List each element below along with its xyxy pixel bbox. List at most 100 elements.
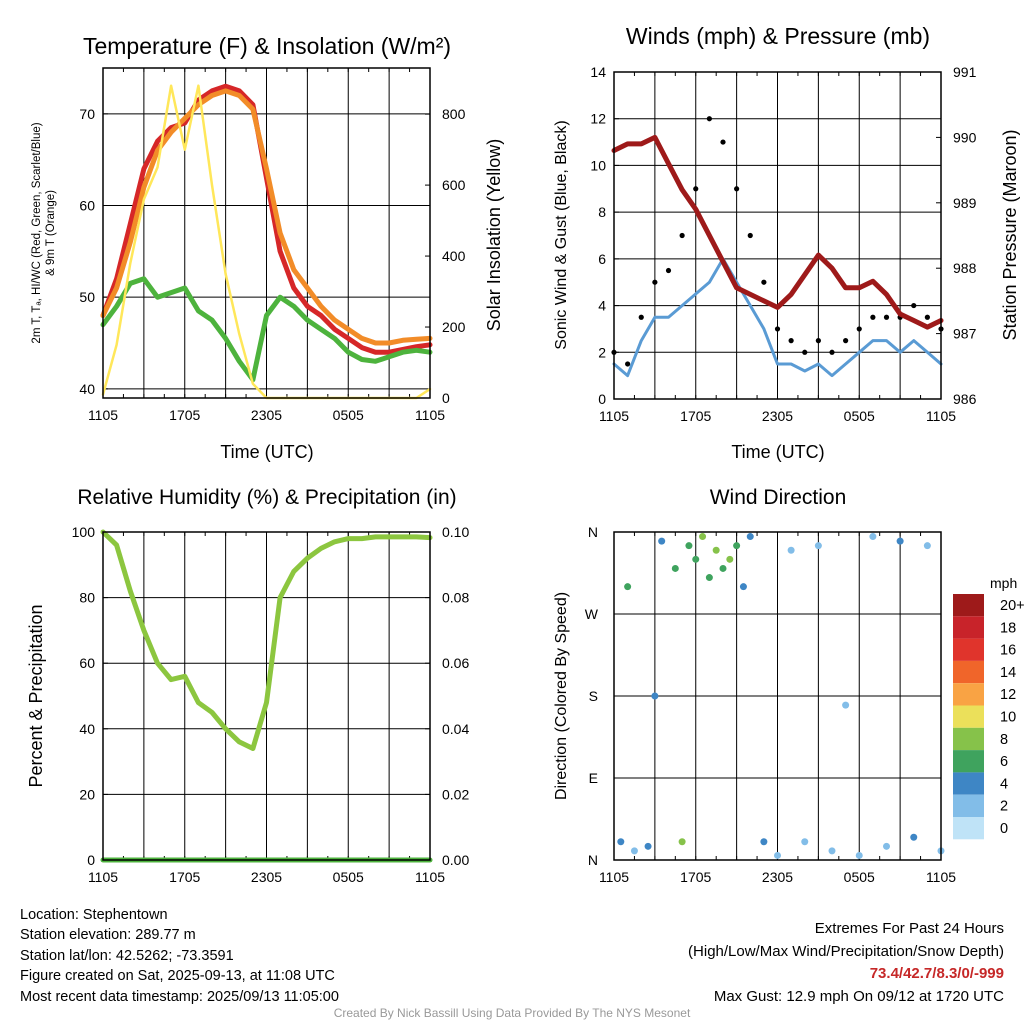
humidity-panel: Relative Humidity (%) & Precipitation (i… [26,486,469,885]
x-tick-label: 1105 [599,869,629,885]
plot-frame [102,67,431,399]
series-line [611,134,944,330]
series-line [100,529,433,751]
colorbar-unit: mph [990,575,1017,591]
x-tick-label: 2305 [251,869,282,885]
y-tick-label-right: 990 [953,129,977,145]
colorbar-label: 12 [1000,687,1016,703]
extremes-info: Extremes For Past 24 Hours (High/Low/Max… [688,918,1004,1008]
direction-point [801,838,809,846]
y-tick-label-left: 40 [79,721,95,737]
y-tick-label-right: 988 [953,260,977,276]
colorbar-label: 14 [1000,665,1016,681]
humidity-title: Relative Humidity (%) & Precipitation (i… [77,486,456,509]
y-tick-label-left: 60 [79,198,95,214]
direction-point [658,537,666,545]
colorbar-swatch [953,683,984,706]
x-tick-label: 0505 [844,869,875,885]
temperature-plot-area: 1105 1705 2305 0505 1105 40 50 60 70 0 200 400 600 80… [79,67,466,423]
x-tick-label: 1705 [680,408,711,424]
x-tick-label: 0505 [844,408,875,424]
temperature-left-label-line1: 2m T, Tₐ, HI/WC (Red, Green, Scarlet/Blu… [31,122,43,343]
gust-point [883,314,890,320]
y-tick-label-left: 2 [598,344,606,360]
y-tick-label-right: 600 [442,177,466,193]
y-tick-label-left: 50 [79,289,95,305]
direction-point [883,842,890,850]
x-tick-label: 0505 [333,869,364,885]
y-tick-label-left: 6 [598,251,606,267]
y-tick-label-left: 8 [598,204,606,220]
direction-point [630,847,638,855]
y-tick-label-right: 986 [953,391,977,407]
y-tick-label-left: 20 [79,786,95,802]
temperature-xlabel: Time (UTC) [220,442,313,462]
info-location: Location: Stephentown [20,907,168,923]
gust-point [802,349,808,355]
direction-point [855,851,863,859]
x-tick-label: 1105 [599,408,629,424]
colorbar-swatch [953,772,984,795]
direction-point [869,533,877,541]
direction-point [774,851,781,859]
x-tick-label: 2305 [762,408,793,424]
direction-left-label: Direction (Colored By Speed) [553,592,570,800]
humidity-left-label: Percent & Precipitation [26,604,46,787]
colorbar: 20+ 18 16 14 12 10 8 6 4 2 0 [953,594,1024,840]
y-tick-label-right: 989 [953,195,977,211]
direction-point [617,838,625,846]
direction-point [719,564,727,572]
gust-point [774,326,781,332]
x-tick-label: 1105 [88,407,118,423]
y-tick-label-right: 0 [442,390,450,406]
direction-point [705,574,713,582]
y-tick-label-left: S [589,688,598,704]
direction-panel: Wind Direction Direction (Colored By Spe… [553,486,1024,885]
y-tick-label-left: 14 [590,64,606,80]
gust-point [747,232,753,239]
winds-left-label: Sonic Wind & Gust (Blue, Black) [553,120,570,349]
y-tick-label-right: 0.04 [442,721,469,737]
colorbar-label: 2 [1000,799,1008,815]
x-tick-label: 1705 [169,407,200,423]
direction-point [787,546,795,554]
x-tick-label: 1705 [169,869,200,885]
direction-point [726,555,734,563]
x-tick-label: 1705 [680,869,711,885]
y-tick-label-right: 987 [953,326,977,342]
plot-frame [613,71,942,400]
y-tick-label-left: N [588,524,598,540]
series-line [100,88,433,346]
colorbar-swatch [953,638,984,661]
direction-point [739,583,747,591]
winds-title: Winds (mph) & Pressure (mb) [626,23,930,49]
colorbar-label: 0 [1000,821,1008,837]
temperature-title: Temperature (F) & Insolation (W/m²) [83,33,451,59]
extremes-subheading: (High/Low/Max Wind/Precipitation/Snow De… [688,942,1004,960]
gust-point [625,361,631,367]
gust-point [911,302,917,309]
y-tick-label-right: 991 [953,64,977,80]
colorbar-swatch [953,594,984,617]
x-tick-label: 1105 [415,869,445,885]
direction-point [910,833,918,841]
gust-point [761,279,767,285]
temperature-right-label: Solar Insolation (Yellow) [484,139,504,331]
x-tick-label: 1105 [88,869,118,885]
direction-point [651,692,659,700]
colorbar-label: 18 [1000,620,1016,636]
y-tick-label-right: 0.06 [442,655,469,671]
y-tick-label-left: 0 [598,391,606,407]
direction-point [828,847,836,855]
colorbar-swatch [953,727,984,751]
winds-xlabel: Time (UTC) [731,442,824,462]
direction-point [644,842,652,850]
extremes-values: 73.4/42.7/8.3/0/-999 [869,965,1004,982]
y-tick-label-left: 60 [79,655,95,671]
gust-point [788,338,794,344]
temperature-left-label-line2: & 9m T (Orange) [45,190,57,276]
station-info: Location: Stephentown Station elevation:… [20,905,339,1007]
gust-point [856,326,862,332]
y-tick-label-left: 4 [598,298,606,314]
y-tick-label-left: 0 [87,852,95,868]
